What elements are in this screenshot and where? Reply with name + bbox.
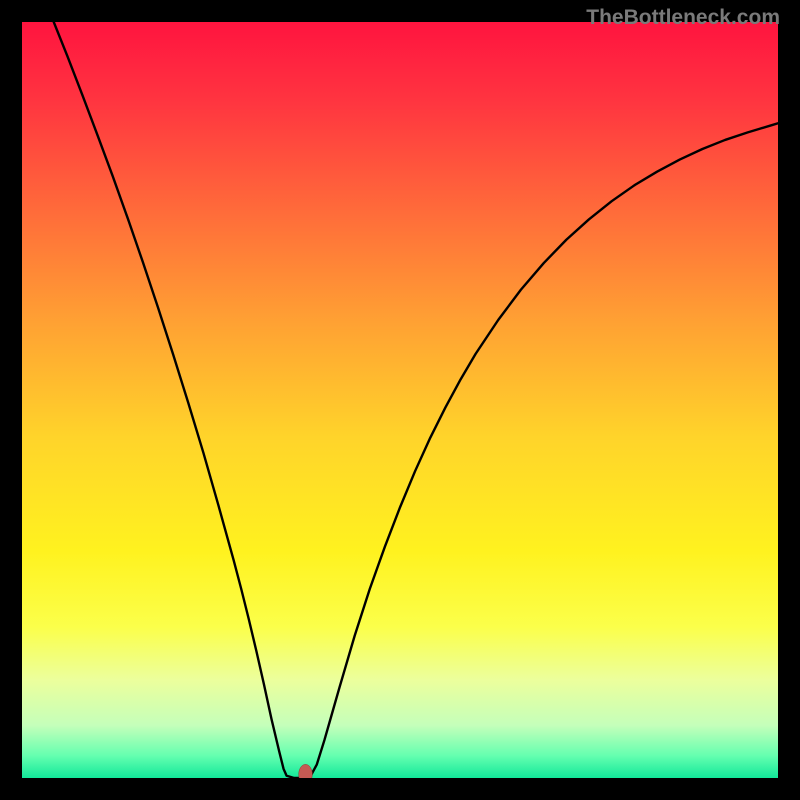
chart-plot-area — [22, 22, 778, 778]
optimum-marker — [22, 22, 778, 778]
chart-frame — [0, 0, 800, 800]
